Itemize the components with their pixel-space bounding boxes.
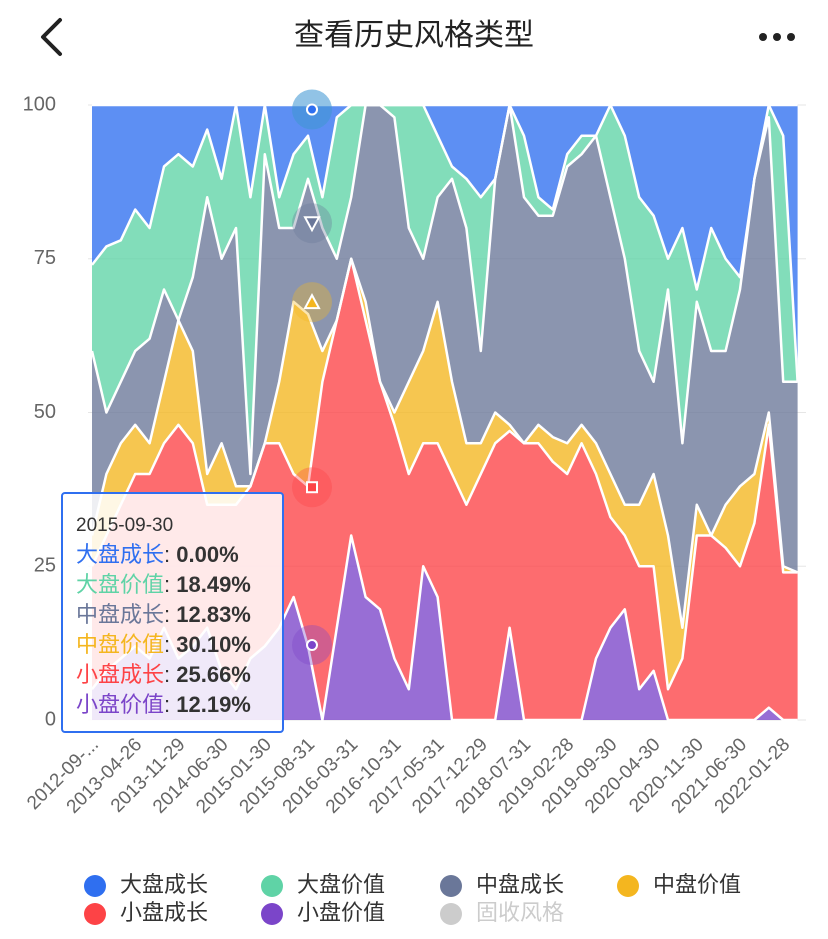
legend-label: 中盘价值	[653, 872, 741, 897]
legend-item[interactable]: 大盘成长	[84, 872, 208, 897]
legend-label: 小盘成长	[120, 900, 208, 925]
series-name: 大盘成长	[76, 542, 164, 567]
tooltip-value: 12.83%	[176, 602, 251, 627]
series-name: 中盘成长	[76, 602, 164, 627]
legend-swatch	[261, 903, 283, 925]
legend-item[interactable]: 中盘成长	[440, 872, 564, 897]
tooltip-row: 中盘价值: 30.10%	[76, 632, 251, 657]
more-button[interactable]	[759, 33, 795, 41]
dot	[773, 33, 781, 41]
hover-marker	[292, 467, 332, 508]
separator: :	[164, 662, 176, 687]
legend-item[interactable]: 小盘价值	[261, 900, 385, 925]
hover-marker	[292, 89, 332, 130]
marker	[303, 216, 321, 233]
page-title: 查看历史风格类型	[294, 19, 534, 52]
area-edge	[91, 103, 799, 382]
y-tick-label: 50	[34, 401, 56, 423]
y-tick-label: 0	[45, 708, 56, 730]
tooltip-value: 18.49%	[176, 572, 251, 597]
marker	[306, 103, 318, 116]
tooltip-value: 12.19%	[176, 692, 251, 717]
tooltip-value: 25.66%	[176, 662, 251, 687]
tooltip-row: 大盘成长: 0.00%	[76, 542, 239, 567]
legend-label: 中盘成长	[476, 872, 564, 897]
legend-item[interactable]: 小盘成长	[84, 900, 208, 925]
marker	[306, 481, 318, 494]
tooltip-row: 小盘成长: 25.66%	[76, 662, 251, 687]
tooltip: 2015-09-30 大盘成长: 0.00% 大盘价值: 18.49% 中盘成长: 1…	[61, 492, 284, 733]
series-name: 大盘价值	[76, 572, 164, 597]
tooltip-row: 中盘成长: 12.83%	[76, 602, 251, 627]
y-tick-label: 100	[23, 93, 56, 115]
tooltip-box	[61, 492, 284, 733]
legend-item[interactable]: 中盘价值	[617, 872, 741, 897]
y-tick-label: 75	[34, 247, 56, 269]
area-edge	[90, 257, 799, 629]
separator: :	[164, 632, 176, 657]
area	[92, 105, 798, 382]
area-edge	[90, 103, 798, 476]
legend-label: 大盘价值	[297, 872, 385, 897]
legend-swatch	[440, 903, 462, 925]
y-tick-label: 25	[34, 555, 56, 577]
separator: :	[164, 572, 176, 597]
hover-marker	[292, 625, 332, 666]
series-name: 中盘价值	[76, 632, 164, 657]
series-name: 小盘成长	[76, 662, 164, 687]
hover-marker	[292, 282, 332, 323]
area	[92, 105, 798, 474]
area	[92, 105, 798, 628]
legend-item[interactable]: 固收风格	[440, 900, 564, 925]
legend-swatch	[617, 875, 639, 897]
back-button[interactable]	[41, 18, 62, 56]
tooltip-date: 2015-09-30	[76, 515, 173, 536]
legend-label: 大盘成长	[120, 872, 208, 897]
legend-swatch	[440, 875, 462, 897]
tooltip-row: 大盘价值: 18.49%	[76, 572, 251, 597]
legend-label: 固收风格	[476, 900, 564, 925]
dot	[787, 33, 795, 41]
legend-item[interactable]: 大盘价值	[261, 872, 385, 897]
separator: :	[164, 602, 176, 627]
separator: :	[164, 692, 176, 717]
marker	[303, 292, 321, 310]
marker	[306, 639, 318, 652]
dot	[759, 33, 767, 41]
hover-marker	[292, 203, 332, 244]
legend-swatch	[84, 903, 106, 925]
legend-swatch	[261, 875, 283, 897]
tooltip-value: 0.00%	[176, 542, 238, 567]
separator: :	[164, 542, 176, 567]
legend-label: 小盘价值	[297, 900, 385, 925]
tooltip-row: 小盘价值: 12.19%	[76, 692, 251, 717]
tooltip-value: 30.10%	[176, 632, 251, 657]
legend-swatch	[84, 875, 106, 897]
series-name: 小盘价值	[76, 692, 164, 717]
